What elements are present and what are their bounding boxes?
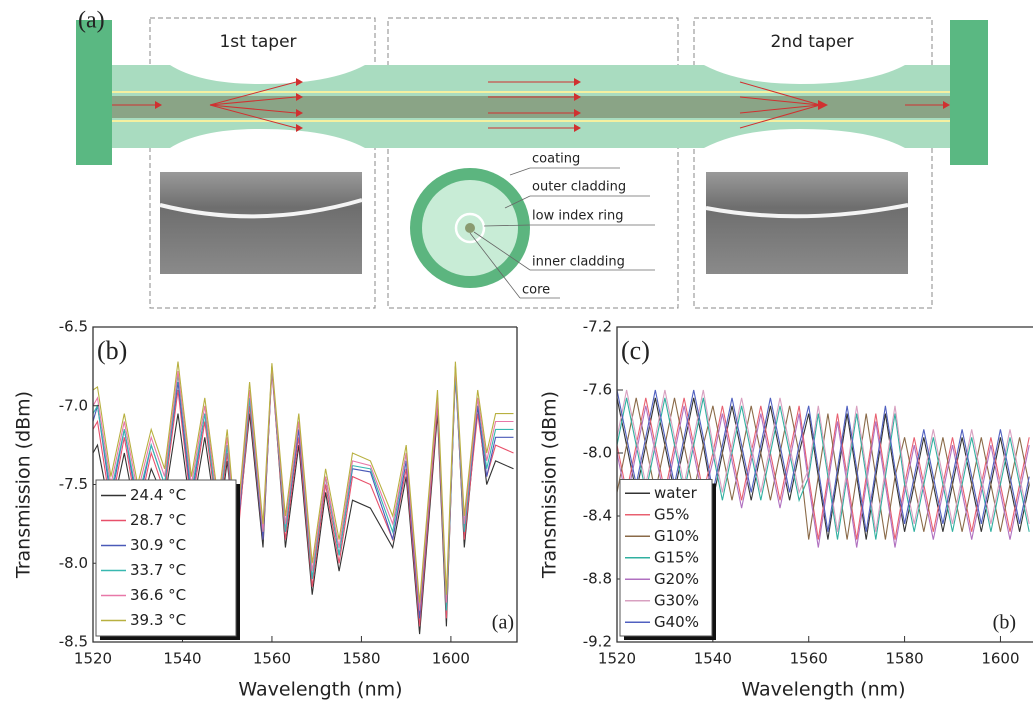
y-tick-label: -8.8 [583, 570, 612, 588]
y-tick-label: -7.6 [583, 381, 612, 399]
taper2-photo [706, 172, 908, 274]
plot-frame [616, 326, 1033, 643]
taper-label: 1st taper [219, 32, 296, 52]
legend-label: 39.3 °C [130, 611, 186, 629]
legend-label: G15% [654, 548, 699, 566]
legend-label: G10% [654, 527, 699, 545]
x-axis-title: Wavelength (nm) [238, 679, 402, 701]
rays [112, 81, 945, 129]
y-tick-label: -8.4 [583, 507, 612, 525]
legend-label: G5% [654, 505, 689, 523]
legend-label: G40% [654, 613, 699, 631]
legend-label: 30.9 °C [130, 536, 186, 554]
layer-label: core [522, 283, 550, 298]
end-block [76, 20, 112, 165]
photo-fiber [705, 203, 909, 219]
y-tick-label: -7.0 [59, 396, 88, 414]
y-tick-label: -6.5 [59, 318, 88, 336]
fiber-diagram: (a) 1st taper 2nd taper coating outer cl… [76, 8, 988, 309]
panel-label: (c) [621, 336, 650, 365]
core [465, 223, 475, 233]
end-block [950, 20, 988, 165]
x-tick-label: 1600 [981, 650, 1019, 668]
x-tick-label: 1520 [74, 650, 112, 668]
legend-label: G20% [654, 570, 699, 588]
series-line [93, 361, 514, 603]
layer-label: coating [532, 152, 580, 167]
y-axis-title: Transmission (dBm) [539, 391, 561, 579]
y-tick-label: -7.2 [583, 318, 612, 336]
taper-label: 2nd taper [770, 32, 853, 52]
taper2-waist [704, 65, 905, 148]
series-line [617, 389, 1030, 532]
x-axis-title: Wavelength (nm) [741, 679, 905, 701]
y-axis-title: Transmission (dBm) [13, 391, 35, 579]
x-tick-label: 1580 [342, 650, 380, 668]
y-tick-label: -7.5 [59, 475, 88, 493]
panel-label: (b) [97, 336, 127, 365]
legend-label: 24.4 °C [130, 486, 186, 504]
legend-label: water [654, 484, 698, 502]
y-tick-label: -9.2 [583, 633, 612, 651]
taper1-photo [160, 172, 362, 274]
y-tick-label: -8.5 [59, 633, 88, 651]
leaders [469, 167, 655, 299]
legend-label: G30% [654, 591, 699, 609]
panel-label: (a) [78, 8, 105, 34]
series-line [617, 389, 1030, 532]
photo-fiber [159, 198, 363, 219]
low-index-ring [454, 212, 486, 244]
x-tick-label: 1560 [253, 650, 291, 668]
corner-label: (b) [993, 612, 1016, 634]
legend-box [95, 479, 237, 637]
x-tick-label: 1540 [163, 650, 201, 668]
legend-label: 33.7 °C [130, 561, 186, 579]
taper1-box [149, 17, 376, 309]
legend-label: 36.6 °C [130, 586, 186, 604]
x-tick-label: 1540 [694, 650, 732, 668]
legend-label: 28.7 °C [130, 511, 186, 529]
series-line [617, 397, 1030, 540]
y-tick-label: -8.0 [583, 444, 612, 462]
layer-label: outer cladding [532, 180, 626, 195]
x-tick-label: 1520 [598, 650, 636, 668]
x-tick-label: 1560 [790, 650, 828, 668]
x-tick-label: 1580 [885, 650, 923, 668]
corner-label: (a) [492, 612, 514, 634]
layer-label: inner cladding [532, 255, 625, 270]
y-tick-label: -8.0 [59, 554, 88, 572]
middle-box [387, 17, 679, 309]
arrowheads [155, 78, 950, 132]
layer-label: low index ring [532, 209, 623, 224]
x-tick-label: 1600 [432, 650, 470, 668]
taper1-waist [170, 65, 365, 148]
